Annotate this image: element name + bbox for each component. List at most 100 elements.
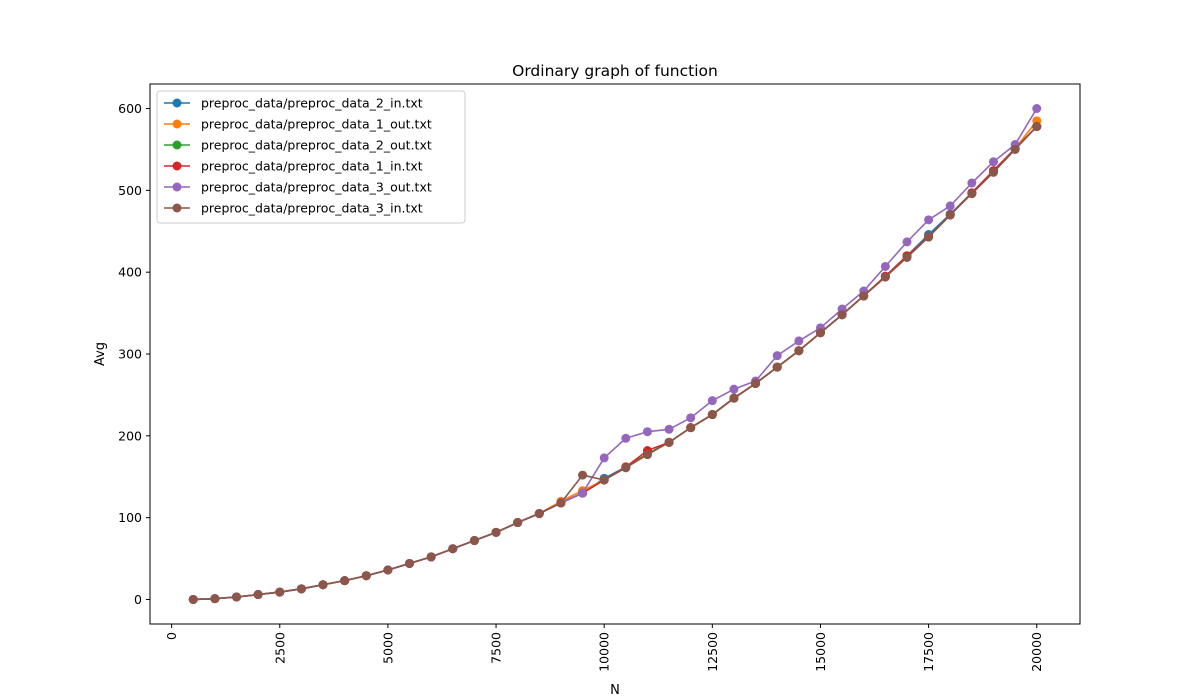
data-point [188, 594, 198, 604]
legend-label: preproc_data/preproc_data_3_out.txt [201, 180, 432, 195]
series-line [193, 126, 1038, 601]
data-point [513, 518, 523, 528]
y-tick-label: 500 [118, 183, 142, 198]
data-point [340, 576, 350, 586]
x-tick-label: 20000 [1029, 632, 1044, 672]
legend-label: preproc_data/preproc_data_2_in.txt [201, 96, 423, 111]
data-point [469, 536, 479, 546]
data-point [534, 509, 544, 519]
legend-item: preproc_data/preproc_data_3_out.txt [164, 180, 432, 195]
data-point [988, 157, 998, 167]
data-point [815, 328, 825, 338]
data-point [794, 336, 804, 346]
data-point [1032, 122, 1042, 132]
data-point [967, 189, 977, 199]
data-point [642, 427, 652, 437]
data-point [902, 252, 912, 262]
data-point [794, 346, 804, 356]
data-point [578, 470, 588, 480]
data-point [210, 594, 220, 604]
y-tick-label: 400 [118, 265, 142, 280]
data-point [1032, 104, 1042, 114]
data-point [751, 378, 761, 388]
data-point [707, 410, 717, 420]
legend-swatch-marker [172, 203, 182, 213]
data-point [707, 396, 717, 406]
data-point [232, 592, 242, 602]
data-point [924, 215, 934, 225]
data-point [296, 584, 306, 594]
legend-swatch-marker [172, 161, 182, 171]
data-point [880, 261, 890, 271]
y-tick-label: 100 [118, 510, 142, 525]
data-point [772, 362, 782, 372]
plot-marks [188, 104, 1042, 604]
y-tick-label: 0 [134, 592, 142, 607]
data-point [642, 450, 652, 460]
data-point [772, 351, 782, 361]
data-point [426, 552, 436, 562]
legend-swatch-marker [172, 182, 182, 192]
series-6 [188, 122, 1042, 604]
data-point [621, 433, 631, 443]
x-tick-label: 2500 [272, 632, 287, 664]
y-axis: 0 100 200 300 400 500 600 [118, 101, 150, 607]
legend: preproc_data/preproc_data_2_in.txtprepro… [156, 90, 466, 224]
legend-item: preproc_data/preproc_data_2_out.txt [164, 138, 432, 153]
legend-item: preproc_data/preproc_data_3_in.txt [164, 201, 423, 216]
legend-item: preproc_data/preproc_data_2_in.txt [164, 96, 423, 111]
legend-swatch-marker [172, 140, 182, 150]
legend-item: preproc_data/preproc_data_1_in.txt [164, 159, 423, 174]
chart-title: Ordinary graph of function [512, 62, 718, 80]
legend-label: preproc_data/preproc_data_1_in.txt [201, 159, 423, 174]
data-point [837, 310, 847, 320]
data-point [383, 565, 393, 575]
legend-box [156, 90, 466, 224]
x-tick-label: 17500 [921, 632, 936, 672]
data-point [924, 232, 934, 242]
data-point [945, 201, 955, 211]
data-point [902, 237, 912, 247]
x-tick-label: 0 [164, 632, 179, 640]
x-tick-label: 7500 [489, 632, 504, 664]
legend-label: preproc_data/preproc_data_1_out.txt [201, 117, 432, 132]
data-point [491, 527, 501, 537]
data-point [729, 393, 739, 403]
legend-item: preproc_data/preproc_data_1_out.txt [164, 117, 432, 132]
data-point [275, 587, 285, 597]
data-point [686, 423, 696, 433]
y-tick-label: 600 [118, 101, 142, 116]
x-tick-label: 15000 [813, 632, 828, 672]
y-tick-label: 200 [118, 428, 142, 443]
y-axis-title: Avg [93, 342, 108, 366]
data-point [686, 413, 696, 423]
data-point [599, 453, 609, 463]
data-point [621, 463, 631, 473]
data-point [318, 580, 328, 590]
data-point [599, 475, 609, 485]
x-tick-label: 10000 [597, 632, 612, 672]
data-point [664, 424, 674, 434]
legend-swatch-marker [172, 119, 182, 129]
data-point [578, 488, 588, 498]
data-point [556, 498, 566, 508]
legend-swatch-marker [172, 98, 182, 108]
x-tick-label: 5000 [380, 632, 395, 664]
x-axis: 0 2500 5000 7500 10000 12500 15000 17500 20000 [164, 624, 1044, 672]
legend-label: preproc_data/preproc_data_3_in.txt [201, 201, 423, 216]
data-point [361, 571, 371, 581]
legend-label: preproc_data/preproc_data_2_out.txt [201, 138, 432, 153]
data-point [664, 437, 674, 447]
data-point [945, 210, 955, 220]
data-point [405, 558, 415, 568]
y-tick-label: 300 [118, 347, 142, 362]
data-point [1010, 144, 1020, 154]
data-point [729, 384, 739, 394]
data-point [967, 178, 977, 188]
x-tick-label: 12500 [705, 632, 720, 672]
data-point [253, 590, 263, 600]
data-point [859, 291, 869, 301]
data-point [880, 272, 890, 282]
data-point [448, 544, 458, 554]
